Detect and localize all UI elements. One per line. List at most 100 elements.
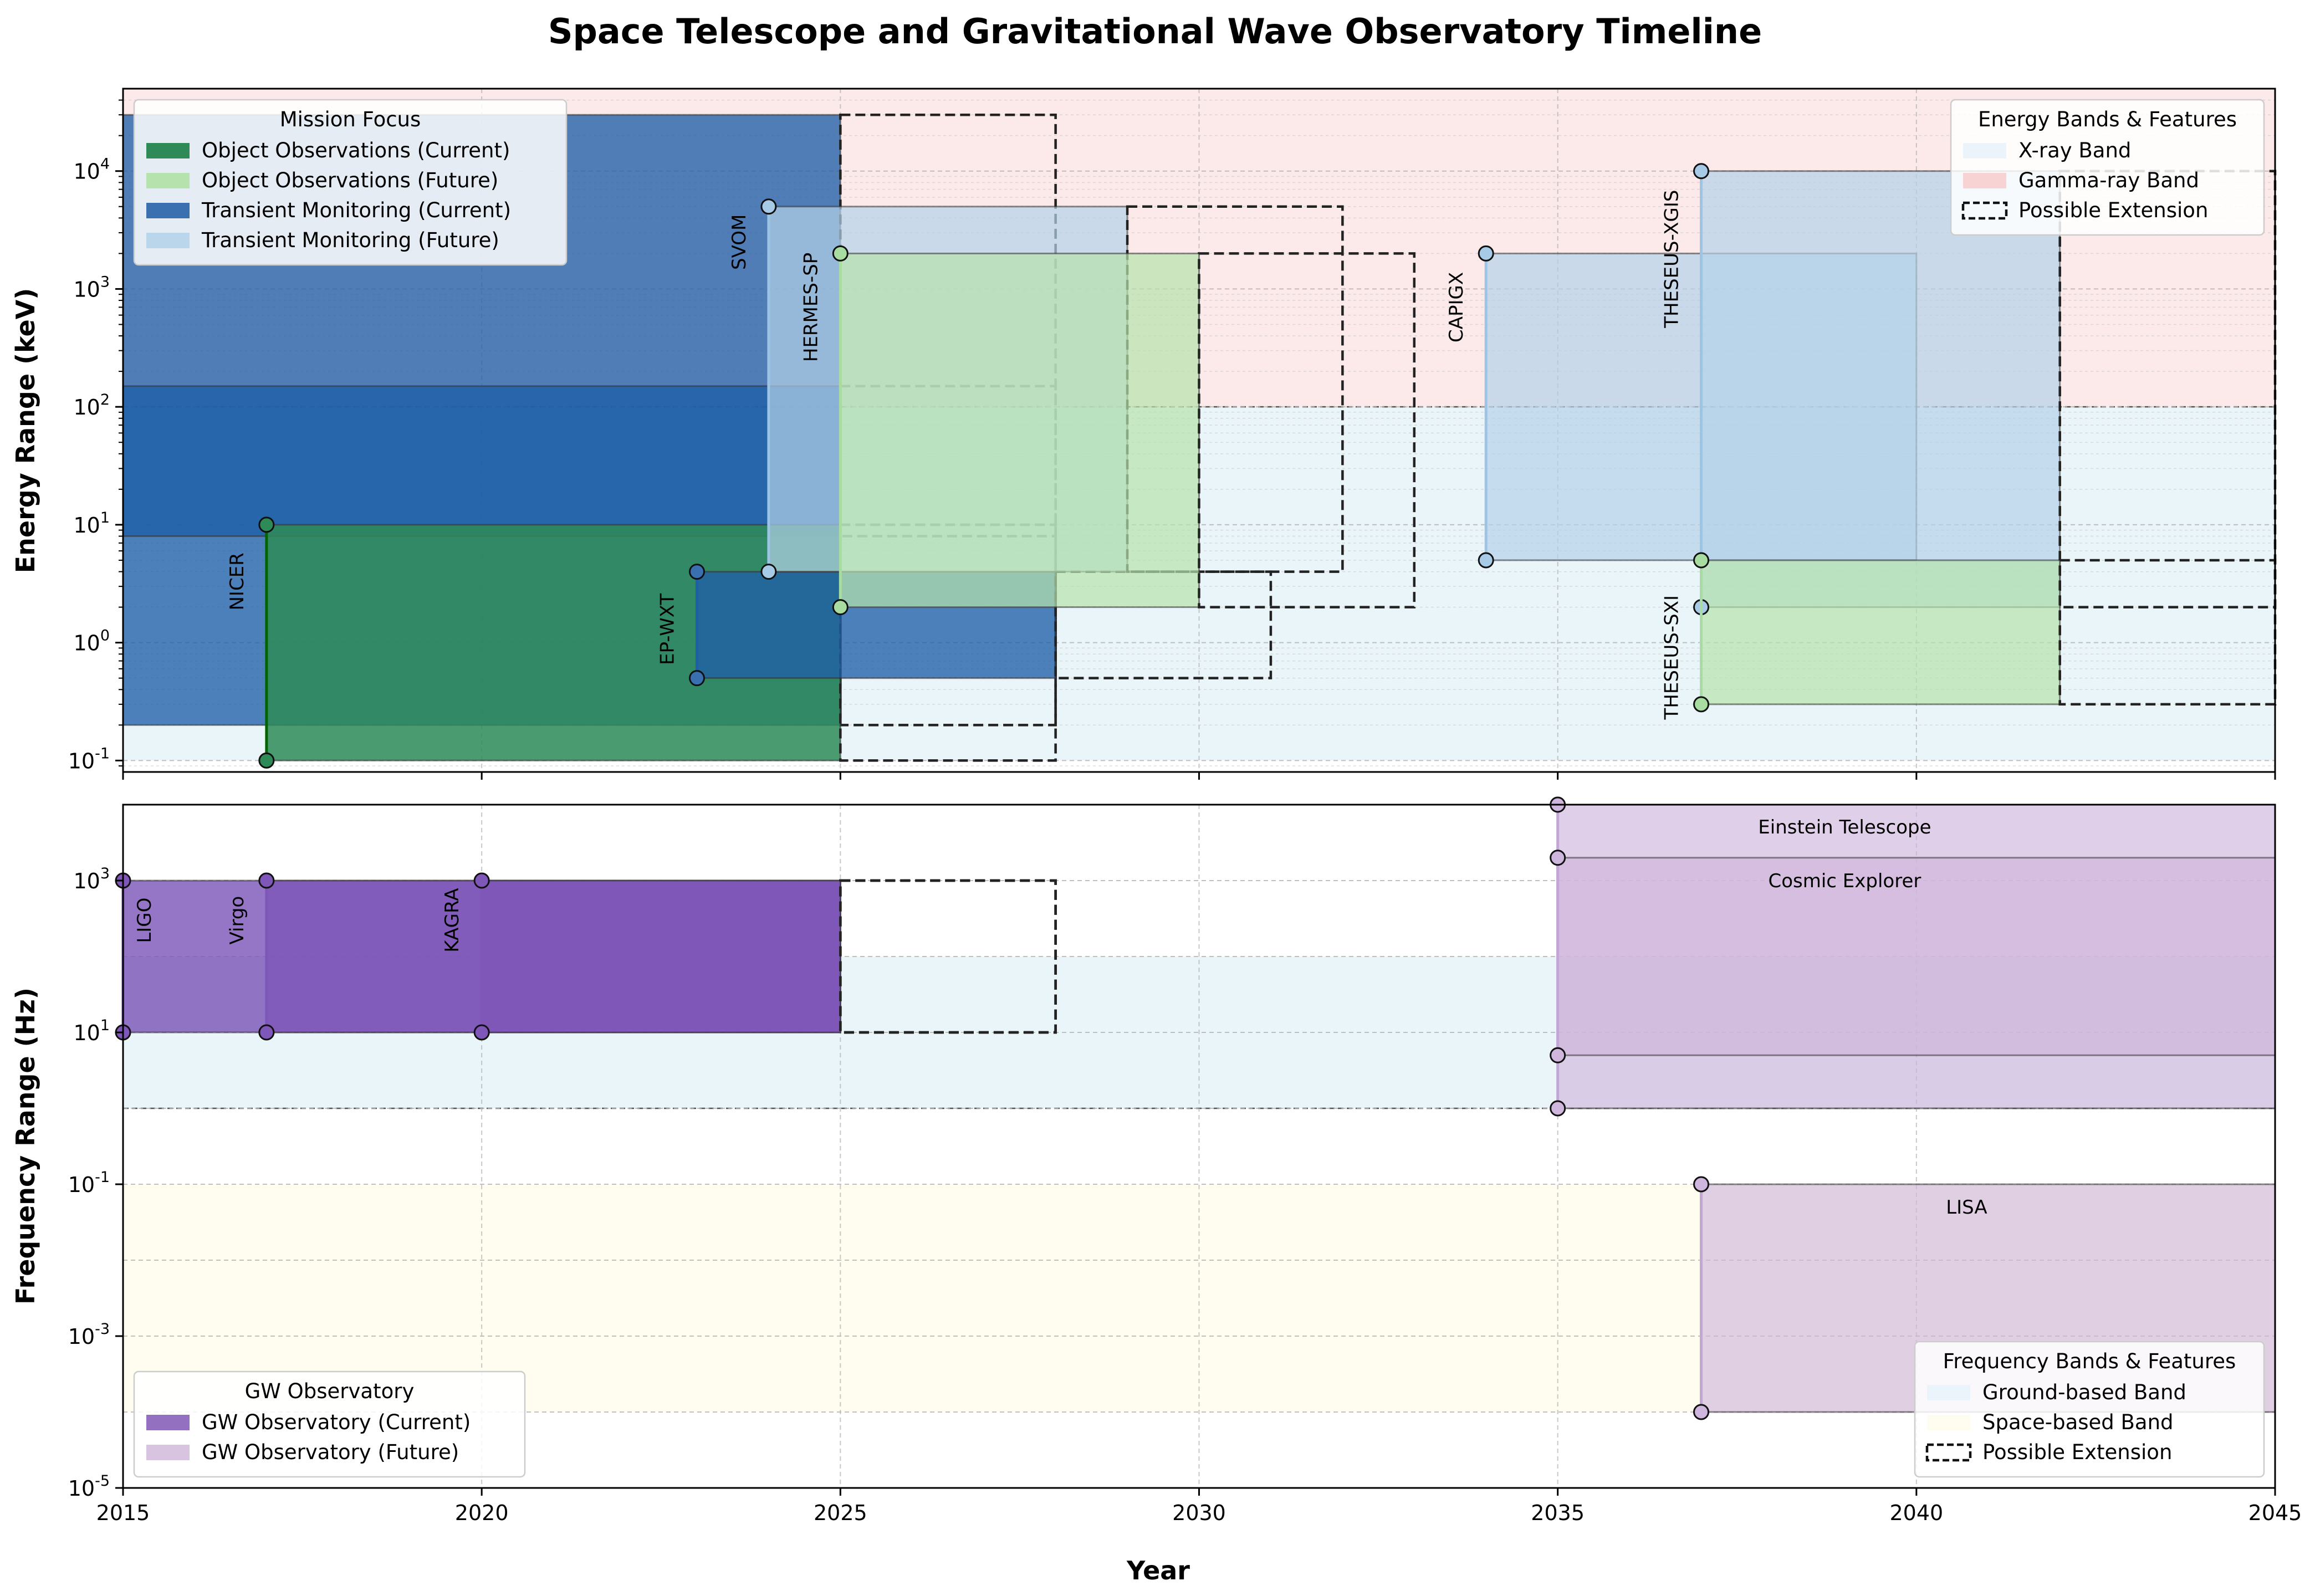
virgo-min-point (258, 1024, 275, 1041)
y-tick-label: 101 (73, 509, 110, 538)
legend-frequency-bands-features: Frequency Bands & Features Ground-based B… (1914, 1341, 2265, 1478)
theseus-sxi-min-point (1693, 696, 1710, 713)
hermes-sp-max-point (832, 245, 849, 262)
kagra-max-point (473, 872, 490, 889)
hermes-sp-extension (1198, 252, 1416, 608)
legend-swatch (1927, 1415, 1970, 1430)
x-tick-label: 2020 (455, 1501, 509, 1525)
legend-swatch (1963, 143, 2006, 158)
legend-swatch-dashed (1961, 201, 2008, 220)
x-tick-label: 2040 (1889, 1501, 1943, 1525)
theseus-xgis-label: THESEUS-XGIS (1661, 190, 1683, 329)
legend-gw-observatory: GW Observatory GW Observatory (Current) GW… (133, 1370, 526, 1478)
ligo-label: LIGO (134, 898, 156, 943)
y-tick-label: 10-1 (68, 745, 110, 773)
mission-0-extension (839, 113, 1057, 727)
legend-entry-x-ray-band: X-ray Band (2018, 139, 2131, 162)
theseus-sxi-bar (1700, 559, 2061, 705)
theseus-sxi-label: THESEUS-SXI (1661, 595, 1683, 720)
x-tick-label: 2015 (96, 1501, 150, 1525)
legend-entry-object-observations-future: Object Observations (Future) (202, 168, 498, 192)
virgo-max-point (258, 872, 275, 889)
ep-wxt-max-point (688, 564, 705, 580)
theseus-sxi-max-point (1693, 552, 1710, 569)
legend-swatch-dashed (1925, 1443, 1972, 1462)
legend-box (1914, 1341, 2265, 1478)
legend-entry-transient-monitoring-current: Transient Monitoring (Current) (201, 198, 511, 222)
lisa-min-point (1693, 1404, 1710, 1420)
legend-entry-transient-monitoring-future: Transient Monitoring (Future) (201, 228, 499, 252)
legend-box (133, 99, 568, 266)
y-axis-label: Frequency Range (Hz) (11, 988, 40, 1305)
x-tick-label: 2025 (814, 1501, 867, 1525)
mission-1-bar (122, 385, 841, 538)
y-tick-label: 100 (73, 627, 110, 656)
y-tick-label: 103 (73, 273, 110, 301)
cosmic-explorer-max-point (1550, 850, 1566, 866)
legend-swatch (146, 1445, 190, 1460)
legend-swatch (146, 1415, 190, 1430)
x-tick-label: 2030 (1172, 1501, 1226, 1525)
y-tick-label: 10-1 (68, 1169, 110, 1197)
legend-title: Frequency Bands & Features (1943, 1349, 2236, 1373)
legend-swatch (1927, 1385, 1970, 1400)
nicer-min-point (258, 752, 275, 769)
legend-swatch (146, 173, 190, 188)
y-tick-label: 102 (73, 391, 110, 420)
capigx-min-point (1478, 552, 1494, 569)
capigx-label: CAPIGX (1445, 272, 1468, 342)
x-axis-label: Year (1126, 1556, 1190, 1585)
theseus-xgis-bar (1700, 170, 2061, 608)
y-tick-label: 101 (73, 1017, 110, 1045)
einstein-telescope-min-point (1550, 1100, 1566, 1117)
svom-max-point (760, 198, 777, 215)
svom-min-point (760, 564, 777, 580)
legend-swatch (1963, 173, 2006, 188)
legend-title: GW Observatory (245, 1379, 415, 1403)
cosmic-explorer-label: Cosmic Explorer (1768, 870, 1921, 892)
y-tick-label: 103 (73, 865, 110, 893)
chart-title: Space Telescope and Gravitational Wave O… (548, 11, 1762, 52)
nicer-max-point (258, 516, 275, 533)
y-tick-label: 10-5 (68, 1472, 110, 1501)
y-axis-label: Energy Range (keV) (11, 288, 40, 574)
hermes-sp-bar (839, 252, 1200, 608)
legend-energy-bands-features: Energy Bands & Features X-ray Band Gamma-r… (1950, 99, 2265, 236)
cosmic-explorer-min-point (1550, 1047, 1566, 1063)
hermes-sp-min-point (832, 599, 849, 616)
legend-swatch (146, 233, 190, 248)
legend-mission-focus: Mission Focus Object Observations (Curren… (133, 99, 568, 266)
y-tick-label: 10-3 (68, 1321, 110, 1349)
svom-label: SVOM (728, 214, 750, 270)
ep-wxt-label: EP-WXT (656, 594, 678, 665)
legend-entry-possible-extension: Possible Extension (1982, 1440, 2172, 1464)
hermes-sp-label: HERMES-SP (800, 253, 822, 362)
virgo-label: Virgo (226, 896, 248, 945)
legend-entry-object-observations-current: Object Observations (Current) (202, 139, 510, 162)
legend-entry-gamma-ray-band: Gamma-ray Band (2018, 168, 2199, 192)
legend-entry-gw-observatory-current: GW Observatory (Current) (202, 1410, 471, 1434)
frequency-panel: LIGO Virgo KAGRA Einstein Telescope Cosmic E… (11, 796, 2302, 1525)
theseus-xgis-max-point (1693, 163, 1710, 180)
legend-entry-possible-extension: Possible Extension (2018, 198, 2208, 222)
capigx-max-point (1478, 245, 1494, 262)
legend-swatch (146, 203, 190, 218)
legend-box (1950, 99, 2265, 236)
ep-wxt-min-point (688, 670, 705, 687)
cosmic-explorer-bar (1557, 857, 2276, 1056)
legend-box (133, 1370, 526, 1478)
kagra-label: KAGRA (441, 888, 463, 953)
kagra-extension (839, 879, 1057, 1034)
legend-entry-gw-observatory-future: GW Observatory (Future) (202, 1440, 459, 1464)
observatories: LIGO Virgo KAGRA Einstein Telescope Cosmic E… (115, 796, 2276, 1420)
x-tick-label: 2045 (2248, 1501, 2302, 1525)
y-tick-label: 104 (73, 156, 110, 184)
legend-title: Mission Focus (280, 108, 421, 131)
nicer-label: NICER (226, 553, 248, 610)
legend-title: Energy Bands & Features (1978, 108, 2237, 131)
legend-entry-ground-based-band: Ground-based Band (1982, 1380, 2186, 1404)
lisa-max-point (1693, 1176, 1710, 1193)
energy-panel: NICER EP-WXT SVOM HERMES-SP CAPIGX THESEUS-XG… (11, 88, 2277, 780)
kagra-min-point (473, 1024, 490, 1041)
